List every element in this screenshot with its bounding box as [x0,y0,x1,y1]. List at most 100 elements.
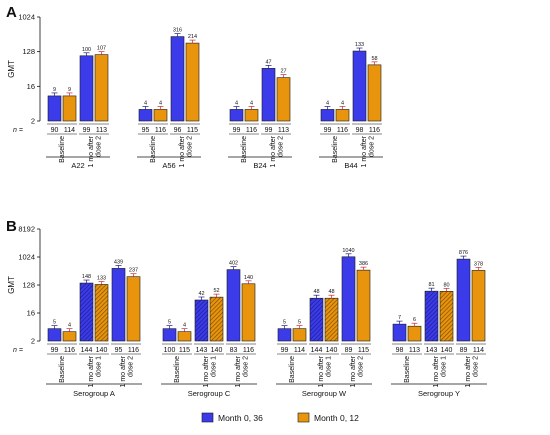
bar-a-b44-0-m036 [320,109,335,122]
value-label-a-a56-0-m036: 4 [144,100,147,106]
legend-swatch-month-0-12 [297,412,310,423]
timepoint-label-b-serogroup-c-2: 1 mo afterdose 2 [235,355,250,387]
n-label-b-serogroup-y-2-m036: 89 [460,347,468,354]
bar-a-a22-0-m036 [47,95,62,122]
n-label-a-b44-1-m012: 116 [369,127,380,134]
value-label-b-serogroup-y-0-m012: 6 [413,317,416,323]
value-label-b-serogroup-w-0-m036: 5 [283,320,286,326]
group-label-b-serogroup-w: Serogroup W [302,389,347,398]
timepoint-label-b-serogroup-a-0: Baseline [59,356,66,383]
legend-swatch-month-0-36 [201,412,214,423]
n-label-b-serogroup-c-2-m036: 83 [230,347,238,354]
timepoint-label-b-serogroup-c-0: Baseline [174,356,181,383]
group-label-a-a22: A22 [71,161,84,170]
n-label-a-a22-1-m012: 113 [96,127,107,134]
value-label-b-serogroup-y-1-m036: 81 [428,282,434,288]
group-label-b-serogroup-c: Serogroup C [188,389,231,398]
n-label-b-serogroup-y-0-m036: 98 [396,347,404,354]
bar-b-serogroup-a-0-m012 [62,331,77,342]
value-label-a-a22-1-m012: 107 [97,46,106,52]
bar-a-a22-1-m012 [94,54,109,122]
n-label-a-b24-0-m012: 116 [246,127,257,134]
n-label-b-serogroup-c-1-m012: 140 [211,347,223,354]
n-label-a-a56-1-m036: 96 [174,127,182,134]
n-label-a-a22-1-m036: 99 [83,127,91,134]
n-label-b-serogroup-y-2-m012: 114 [473,347,484,354]
panel-b-y-tick-label-8192: 8192 [18,225,35,234]
n-label-b-serogroup-w-0-m036: 99 [281,347,289,354]
n-label-b-serogroup-w-0-m012: 114 [294,347,305,354]
bar-b-serogroup-c-2-m036 [226,269,241,342]
n-label-a-a22-0-m036: 90 [51,127,59,134]
value-label-b-serogroup-a-1-m012: 133 [97,275,106,281]
panel-b-y-tick-label-1024: 1024 [18,253,35,262]
value-label-b-serogroup-a-0-m012: 4 [68,323,71,329]
timepoint-label-b-serogroup-y-1: 1 mo afterdose 1 [433,355,448,387]
bar-b-serogroup-y-2-m036 [456,258,471,342]
n-label-a-b24-0-m036: 99 [233,127,241,134]
bar-b-serogroup-a-1-m012 [94,284,109,342]
bar-b-serogroup-a-2-m012 [126,276,141,342]
legend-label-month-0-36: Month 0, 36 [218,413,263,423]
timepoint-label-a-b24-1: 1 mo afterdose 2 [270,135,285,167]
bar-b-serogroup-y-1-m012 [439,291,454,342]
legend: Month 0, 36 Month 0, 12 [201,412,359,423]
value-label-a-a22-0-m036: 9 [53,87,56,93]
bar-b-serogroup-y-0-m012 [407,325,422,342]
bar-a-b24-1-m036 [261,68,276,122]
bar-b-serogroup-c-2-m012 [241,283,256,342]
n-label-a-a56-1-m012: 115 [187,127,198,134]
value-label-b-serogroup-a-2-m012: 237 [129,268,138,274]
bar-b-serogroup-a-1-m036 [79,282,94,342]
value-label-b-serogroup-y-0-m036: 7 [398,315,401,321]
panel-a-chart: 2 16 128 1024 GMT n = 9 90 9 114 Baseline 100 99 107 1… [7,13,383,170]
value-label-b-serogroup-a-1-m036: 148 [82,274,91,280]
bar-b-serogroup-c-0-m036 [162,328,177,342]
panel-b-chart: 2 16 128 1024 8192 GMT n = 5 99 4 116 Baseline 148 14… [7,225,487,398]
bar-a-b44-1-m036 [352,50,367,122]
group-label-b-serogroup-y: Serogroup Y [418,389,460,398]
bar-a-a56-1-m012 [185,42,200,122]
bar-b-serogroup-a-0-m036 [47,328,62,342]
value-label-b-serogroup-w-1-m012: 48 [328,289,334,295]
timepoint-label-a-a22-0: Baseline [59,136,66,163]
panel-b-y-axis-label: GMT [7,276,16,294]
panel-b-y-tick-label-16: 16 [27,309,35,318]
n-label-a-b44-0-m012: 116 [337,127,348,134]
timepoint-label-b-serogroup-y-0: Baseline [404,356,411,383]
timepoint-label-b-serogroup-a-2: 1 mo afterdose 2 [120,355,135,387]
value-label-b-serogroup-c-1-m036: 42 [198,291,204,297]
value-label-a-b24-1-m012: 27 [280,69,286,75]
panel-a-y-tick-label-1024: 1024 [18,13,35,22]
bar-b-serogroup-c-0-m012 [177,331,192,342]
panel-a-y-tick-label-128: 128 [22,47,35,56]
n-label-b-serogroup-y-1-m036: 143 [426,347,438,354]
bar-b-serogroup-y-2-m012 [471,270,486,342]
value-label-a-a22-0-m012: 9 [68,87,71,93]
value-label-a-b44-0-m036: 4 [326,100,329,106]
n-label-b-serogroup-c-2-m012: 116 [243,347,254,354]
bar-b-serogroup-y-1-m036 [424,290,439,342]
bar-b-serogroup-w-0-m012 [292,328,307,342]
value-label-b-serogroup-c-0-m036: 5 [168,320,171,326]
value-label-a-b44-1-m036: 133 [355,42,364,48]
bar-b-serogroup-w-1-m012 [324,297,339,342]
n-label-b-serogroup-w-2-m036: 89 [345,347,353,354]
timepoint-label-b-serogroup-y-2: 1 mo afterdose 2 [465,355,480,387]
n-label-a-a22-0-m012: 114 [64,127,75,134]
bar-b-serogroup-w-1-m036 [309,297,324,342]
value-label-b-serogroup-c-0-m012: 4 [183,323,186,329]
value-label-b-serogroup-y-2-m036: 876 [459,250,468,256]
value-label-a-a22-1-m036: 100 [82,47,91,53]
n-label-b-serogroup-w-1-m012: 140 [326,347,338,354]
value-label-b-serogroup-c-2-m012: 140 [244,275,253,281]
n-label-b-serogroup-a-2-m036: 95 [115,347,123,354]
n-label-b-serogroup-w-2-m012: 115 [358,347,369,354]
n-label-a-a56-0-m012: 116 [155,127,166,134]
panel-a-letter: A [6,4,17,21]
value-label-b-serogroup-w-1-m036: 48 [313,289,319,295]
timepoint-label-a-b24-0: Baseline [241,136,248,163]
value-label-a-a56-1-m012: 214 [188,34,197,40]
timepoint-label-a-a56-1: 1 mo afterdose 2 [179,135,194,167]
